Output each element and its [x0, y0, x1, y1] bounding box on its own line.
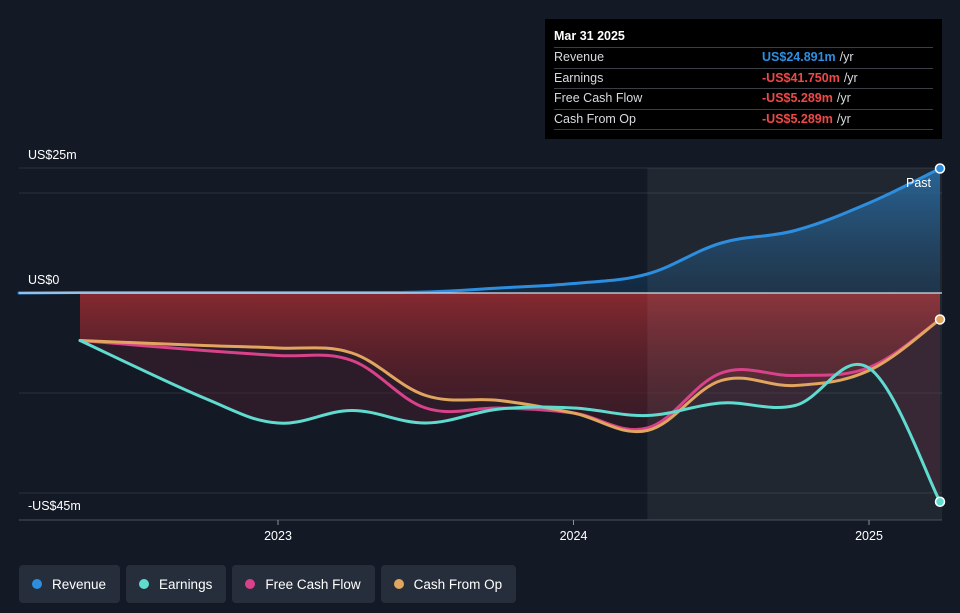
earnings-area-fill — [80, 293, 940, 502]
legend-item-revenue[interactable]: Revenue — [19, 565, 121, 603]
legend-dot-icon — [245, 579, 256, 589]
negative-area-fill — [80, 293, 940, 432]
legend-dot-icon — [139, 579, 150, 589]
tooltip-value: -US$5.289m — [762, 91, 833, 105]
chart-areas — [80, 168, 940, 502]
legend-item-free-cash-flow[interactable]: Free Cash Flow — [232, 565, 375, 603]
past-region-shade — [647, 168, 942, 520]
tooltip-value: -US$5.289m — [762, 111, 833, 126]
y-tick-label: -US$45m — [28, 499, 81, 513]
axes — [19, 292, 942, 525]
legend-item-cash-from-op[interactable]: Cash From Op — [380, 565, 517, 603]
legend-label: Earnings — [159, 576, 213, 592]
tooltip-unit: /yr — [836, 91, 851, 105]
tick-labels: US$25m US$0 -US$45m 2023 2024 2025 Past — [28, 148, 932, 543]
data-tooltip: Mar 31 2025 Revenue US$24.891m /yr Earni… — [545, 19, 942, 139]
tooltip-row-revenue: Revenue US$24.891m /yr — [554, 47, 933, 68]
past-label: Past — [906, 176, 932, 190]
x-tick-label: 2023 — [264, 529, 292, 543]
series-line-cash-from-op — [78, 317, 942, 434]
end-point-cash-from-op — [934, 314, 946, 325]
legend-dot-icon — [32, 579, 42, 589]
tooltip-unit: /yr — [839, 50, 854, 64]
legend-item-earnings[interactable]: Earnings — [126, 565, 227, 603]
tooltip-row-free-cash-flow: Free Cash Flow -US$5.289m /yr — [554, 88, 933, 109]
tooltip-row-earnings: Earnings -US$41.750m /yr — [554, 67, 933, 89]
tooltip-unit: /yr — [843, 70, 858, 85]
tooltip-unit: /yr — [836, 111, 851, 126]
tooltip-value: US$24.891m — [762, 50, 836, 64]
end-point-earnings — [934, 496, 946, 507]
series-line-earnings — [78, 339, 942, 504]
y-tick-label: US$0 — [28, 273, 59, 287]
chart-legend: Revenue Earnings Free Cash Flow Cash Fro… — [19, 565, 517, 603]
tooltip-date: Mar 31 2025 — [554, 29, 625, 43]
x-tick-label: 2025 — [855, 529, 883, 543]
tooltip-label: Revenue — [554, 50, 605, 64]
financial-line-chart: US$25m US$0 -US$45m 2023 2024 2025 Past — [17, 148, 946, 543]
series-line-free-cash-flow — [78, 317, 942, 432]
series-lines — [17, 163, 946, 507]
tooltip-value: -US$41.750m — [762, 70, 840, 85]
legend-label: Cash From Op — [413, 576, 503, 592]
tooltip-row-cash-from-op: Cash From Op -US$5.289m /yr — [554, 108, 933, 130]
y-tick-label: US$25m — [28, 148, 77, 162]
end-point-revenue — [934, 163, 946, 174]
tooltip-label: Free Cash Flow — [554, 91, 643, 105]
tooltip-label: Cash From Op — [554, 111, 636, 126]
tooltip-label: Earnings — [554, 70, 604, 85]
legend-label: Free Cash Flow — [265, 576, 361, 592]
revenue-area-fill — [80, 168, 940, 293]
legend-dot-icon — [393, 579, 404, 589]
legend-label: Revenue — [52, 576, 107, 592]
x-tick-label: 2024 — [560, 529, 588, 543]
